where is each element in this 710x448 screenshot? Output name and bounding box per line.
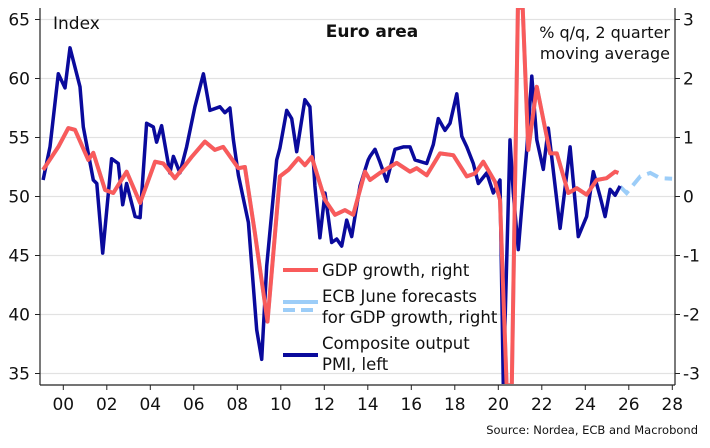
x-tick-label: 02 xyxy=(96,395,118,415)
left-tick-label: 60 xyxy=(8,70,30,90)
right-tick-label: 1 xyxy=(683,129,694,149)
x-tick-label: 26 xyxy=(618,395,640,415)
series-lines xyxy=(41,8,673,384)
pmi-line xyxy=(41,46,622,384)
x-tick-label: 28 xyxy=(661,395,683,415)
legend-label-pmi-line1: Composite output xyxy=(322,334,470,353)
x-tick-label: 16 xyxy=(400,395,422,415)
left-axis-label: Index xyxy=(53,14,100,34)
x-tick-label: 08 xyxy=(226,395,248,415)
x-tick-label: 14 xyxy=(357,395,379,415)
right-tick-label: 0 xyxy=(683,188,694,208)
x-tick-label: 24 xyxy=(574,395,596,415)
x-tick-label: 00 xyxy=(52,395,74,415)
left-tick-label: 50 xyxy=(8,188,30,208)
right-axis-label-line1: % q/q, 2 quarter xyxy=(539,23,670,42)
left-tick-label: 45 xyxy=(8,247,30,267)
gdp-line xyxy=(41,8,620,384)
legend-label-ecb-line1: ECB June forecasts xyxy=(322,287,477,306)
right-tick-label: -1 xyxy=(683,247,700,267)
x-tick-label: 10 xyxy=(270,395,292,415)
left-tick-label: 35 xyxy=(8,365,30,385)
chart-title: Euro area xyxy=(326,22,419,42)
right-tick-label: -3 xyxy=(683,365,700,385)
right-tick-label: -2 xyxy=(683,306,700,326)
x-tick-label: 20 xyxy=(487,395,509,415)
left-tick-label: 55 xyxy=(8,129,30,149)
legend: GDP growth, right ECB June forecasts for… xyxy=(283,261,498,374)
source-note: Source: Nordea, ECB and Macrobond xyxy=(486,423,698,437)
ecb-forecast-line xyxy=(618,170,673,196)
legend-label-pmi-line2: PMI, left xyxy=(322,355,389,374)
left-tick-label: 65 xyxy=(8,11,30,31)
x-tick-label: 04 xyxy=(139,395,161,415)
right-axis-label-line2: moving average xyxy=(540,44,670,63)
x-tick-label: 06 xyxy=(183,395,205,415)
x-tick-label: 12 xyxy=(313,395,335,415)
left-tick-label: 40 xyxy=(8,306,30,326)
right-tick-label: 2 xyxy=(683,70,694,90)
x-tick-label: 18 xyxy=(444,395,466,415)
legend-label-gdp: GDP growth, right xyxy=(322,261,470,280)
legend-label-ecb-line2: for GDP growth, right xyxy=(322,308,498,327)
x-tick-label: 22 xyxy=(531,395,553,415)
right-tick-label: 3 xyxy=(683,11,694,31)
